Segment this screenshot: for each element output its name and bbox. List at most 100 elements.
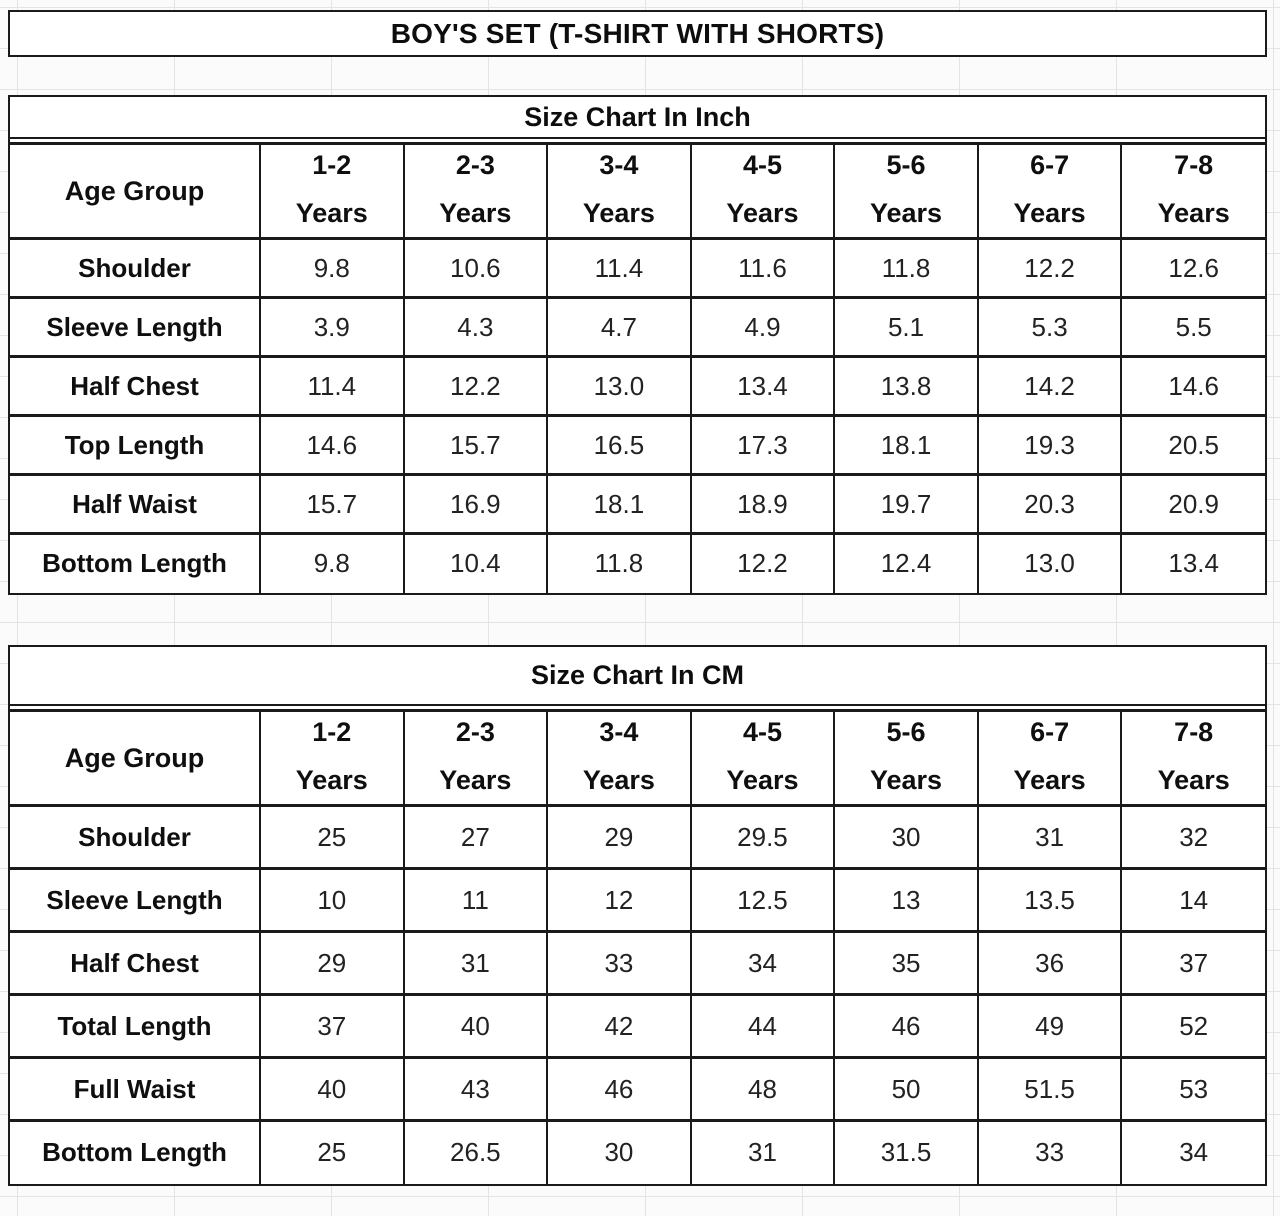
measurement-value: 12.6 [1120,237,1265,299]
measurement-value: 20.9 [1120,473,1265,535]
age-unit-label: Years [869,197,943,228]
measurement-value: 9.8 [259,532,405,593]
measurement-value: 37 [1120,930,1265,996]
measurement-row: Half Chest 29 31 33 34 35 36 37 [10,930,1265,996]
measurement-value: 13.8 [833,355,979,417]
measurement-value: 16.9 [402,473,549,535]
measurement-value: 50 [833,1056,979,1122]
age-range-label: 6-7 [1030,149,1070,180]
age-col-header: 5-6 Years [833,709,979,807]
measurement-row: Full Waist 40 43 46 48 50 51.5 53 [10,1056,1265,1122]
age-unit-label: Years [439,764,512,795]
measurement-label: Full Waist [10,1056,261,1122]
measurement-value: 11.6 [689,237,836,299]
measurement-value: 42 [546,993,692,1059]
inch-chart-title: Size Chart In Inch [10,97,1265,139]
measurement-value: 13.0 [546,355,692,417]
age-unit-label: Years [582,764,655,795]
measurement-value: 26.5 [402,1119,549,1184]
age-col-header: 1-2 Years [259,709,405,807]
main-title: BOY'S SET (T-SHIRT WITH SHORTS) [390,17,885,49]
measurement-value: 5.3 [976,296,1123,358]
measurement-value: 52 [1120,993,1265,1059]
measurement-value: 13.5 [976,867,1123,933]
measurement-value: 5.1 [833,296,979,358]
measurement-value: 13.0 [976,532,1123,593]
age-col-header: 5-6 Years [833,142,979,240]
measurement-label: Sleeve Length [10,867,261,933]
age-unit-label: Years [582,197,655,228]
measurement-value: 31 [402,930,549,996]
age-col-header: 2-3 Years [402,142,549,240]
measurement-value: 14 [1120,867,1265,933]
age-range-label: 7-8 [1174,716,1214,747]
measurement-value: 13.4 [689,355,836,417]
measurement-value: 30 [546,1119,692,1184]
measurement-value: 3.9 [259,296,405,358]
measurement-value: 36 [976,930,1123,996]
measurement-value: 17.3 [689,414,836,476]
measurement-value: 35 [833,930,979,996]
measurement-value: 20.5 [1120,414,1265,476]
measurement-row: Half Chest 11.4 12.2 13.0 13.4 13.8 14.2… [10,355,1265,417]
measurement-value: 46 [833,993,979,1059]
measurement-value: 44 [689,993,836,1059]
measurement-value: 20.3 [976,473,1123,535]
measurement-row: Sleeve Length 3.9 4.3 4.7 4.9 5.1 5.3 5.… [10,296,1265,358]
measurement-value: 11.4 [259,355,405,417]
measurement-value: 11.8 [833,237,979,299]
age-unit-label: Years [1013,197,1086,228]
age-range-label: 5-6 [886,716,926,747]
age-range-label: 4-5 [742,716,782,747]
age-col-header: 7-8 Years [1120,709,1265,807]
measurement-value: 11 [402,867,549,933]
age-col-header: 6-7 Years [976,709,1123,807]
age-range-label: 5-6 [886,149,926,180]
measurement-label: Sleeve Length [10,296,261,358]
cm-chart-title: Size Chart In CM [10,647,1265,706]
measurement-value: 11.4 [546,237,692,299]
measurement-row: Half Waist 15.7 16.9 18.1 18.9 19.7 20.3… [10,473,1265,535]
measurement-value: 34 [1120,1119,1265,1184]
age-unit-label: Years [439,197,512,228]
measurement-value: 12.2 [689,532,836,593]
measurement-value: 31 [976,804,1123,870]
measurement-label: Bottom Length [10,1119,261,1184]
measurement-value: 11.8 [546,532,692,593]
age-col-header: 7-8 Years [1120,142,1265,240]
age-range-label: 1-2 [312,149,352,180]
measurement-value: 12.2 [402,355,549,417]
inch-size-chart: Size Chart In Inch Age Group 1-2 Years 2-… [8,95,1267,595]
measurement-value: 14.6 [1120,355,1265,417]
inch-table: Age Group 1-2 Years 2-3 Years 3-4 Years 4-5… [10,142,1265,593]
measurement-value: 4.3 [402,296,549,358]
measurement-value: 33 [976,1119,1123,1184]
age-range-label: 3-4 [599,716,639,747]
measurement-value: 37 [259,993,405,1059]
measurement-value: 12.2 [976,237,1123,299]
cm-table: Age Group 1-2 Years 2-3 Years 3-4 Years 4-5… [10,709,1265,1184]
measurement-label: Half Waist [10,473,261,535]
measurement-value: 43 [402,1056,549,1122]
measurement-value: 49 [976,993,1123,1059]
measurement-value: 30 [833,804,979,870]
measurement-value: 14.2 [976,355,1123,417]
age-unit-label: Years [1157,197,1230,228]
measurement-value: 34 [689,930,836,996]
measurement-label: Total Length [10,993,261,1059]
measurement-row: Shoulder 9.8 10.6 11.4 11.6 11.8 12.2 12… [10,237,1265,299]
measurement-value: 19.3 [976,414,1123,476]
measurement-row: Top Length 14.6 15.7 16.5 17.3 18.1 19.3… [10,414,1265,476]
measurement-value: 4.9 [689,296,836,358]
age-range-label: 6-7 [1030,716,1070,747]
measurement-value: 33 [546,930,692,996]
measurement-row: Total Length 37 40 42 44 46 49 52 [10,993,1265,1059]
age-unit-label: Years [295,197,368,228]
age-range-label: 3-4 [599,149,639,180]
measurement-label: Shoulder [10,804,261,870]
age-unit-label: Years [295,764,368,795]
measurement-value: 9.8 [259,237,405,299]
measurement-value: 46 [546,1056,692,1122]
measurement-label: Top Length [10,414,261,476]
measurement-row: Bottom Length 9.8 10.4 11.8 12.2 12.4 13… [10,532,1265,593]
